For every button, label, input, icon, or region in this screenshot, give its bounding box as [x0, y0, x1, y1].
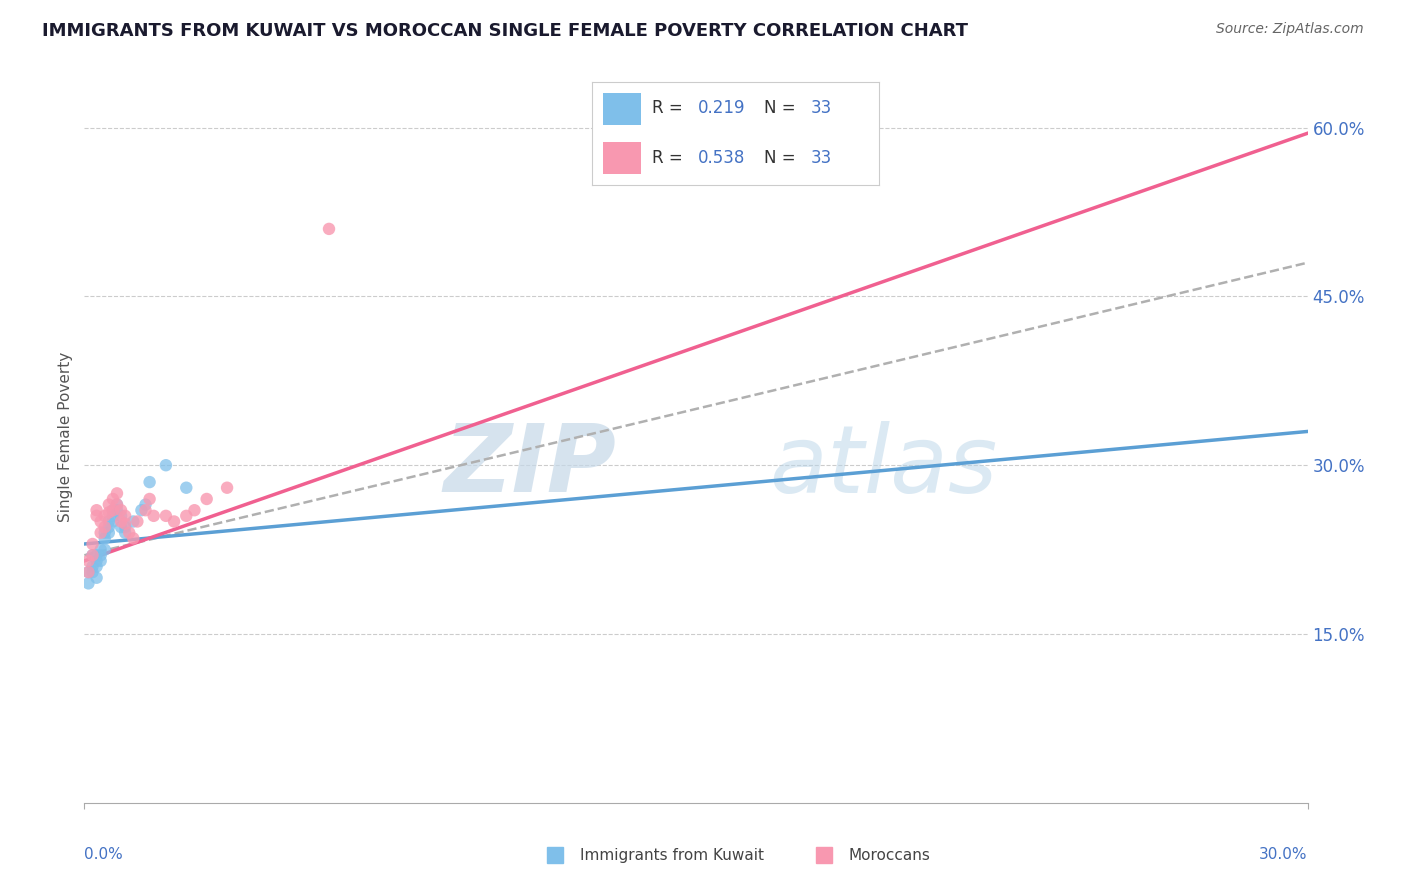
- Point: [101, 491, 124, 506]
- Point: [90, 554, 112, 568]
- Text: ZIP: ZIP: [443, 420, 616, 512]
- Point: [82, 548, 104, 562]
- Text: Source: ZipAtlas.com: Source: ZipAtlas.com: [1216, 22, 1364, 37]
- Point: [97, 525, 120, 540]
- Text: Moroccans: Moroccans: [849, 848, 931, 863]
- Point: [114, 508, 136, 523]
- Point: [110, 503, 132, 517]
- Point: [90, 548, 112, 562]
- Point: [318, 222, 340, 236]
- Point: [93, 542, 115, 557]
- Point: [155, 508, 177, 523]
- Point: [90, 515, 112, 529]
- Point: [77, 554, 100, 568]
- Point: [138, 491, 160, 506]
- Y-axis label: Single Female Poverty: Single Female Poverty: [58, 352, 73, 522]
- Point: [82, 559, 104, 574]
- Text: 30.0%: 30.0%: [1260, 847, 1308, 862]
- Point: [77, 576, 100, 591]
- Point: [142, 508, 165, 523]
- Point: [82, 537, 104, 551]
- Point: [77, 565, 100, 579]
- Point: [97, 515, 120, 529]
- Point: [86, 503, 108, 517]
- Point: [114, 516, 136, 531]
- Point: [105, 503, 128, 517]
- Point: [155, 458, 177, 473]
- Point: [77, 565, 100, 579]
- Point: [97, 520, 120, 534]
- Point: [110, 515, 132, 529]
- Point: [101, 515, 124, 529]
- Point: [82, 565, 104, 579]
- Text: IMMIGRANTS FROM KUWAIT VS MOROCCAN SINGLE FEMALE POVERTY CORRELATION CHART: IMMIGRANTS FROM KUWAIT VS MOROCCAN SINGL…: [42, 22, 969, 40]
- Point: [135, 498, 157, 512]
- Point: [195, 491, 218, 506]
- Point: [127, 515, 149, 529]
- Point: [86, 508, 108, 523]
- Point: [86, 571, 108, 585]
- Point: [101, 503, 124, 517]
- Point: [97, 498, 120, 512]
- Point: [183, 503, 205, 517]
- Point: [122, 532, 145, 546]
- Point: [90, 542, 112, 557]
- Point: [97, 506, 120, 520]
- Point: [174, 508, 197, 523]
- Point: [138, 475, 160, 489]
- Point: [93, 508, 115, 523]
- Point: [114, 525, 136, 540]
- Point: [101, 508, 124, 523]
- Text: 0.0%: 0.0%: [84, 847, 124, 862]
- Point: [163, 515, 186, 529]
- Point: [93, 520, 115, 534]
- Point: [114, 520, 136, 534]
- Point: [217, 481, 239, 495]
- Point: [174, 481, 197, 495]
- Point: [131, 503, 153, 517]
- Point: [86, 548, 108, 562]
- Point: [135, 503, 157, 517]
- Point: [118, 525, 141, 540]
- Point: [105, 498, 128, 512]
- Point: [86, 554, 108, 568]
- Point: [110, 508, 132, 523]
- Point: [82, 548, 104, 562]
- Point: [93, 525, 115, 540]
- Point: [101, 503, 124, 517]
- Point: [90, 525, 112, 540]
- Point: [122, 515, 145, 529]
- Point: [93, 532, 115, 546]
- Point: [105, 486, 128, 500]
- Text: atlas: atlas: [769, 421, 998, 512]
- Point: [86, 559, 108, 574]
- Point: [110, 520, 132, 534]
- Point: [105, 498, 128, 512]
- Text: Immigrants from Kuwait: Immigrants from Kuwait: [579, 848, 763, 863]
